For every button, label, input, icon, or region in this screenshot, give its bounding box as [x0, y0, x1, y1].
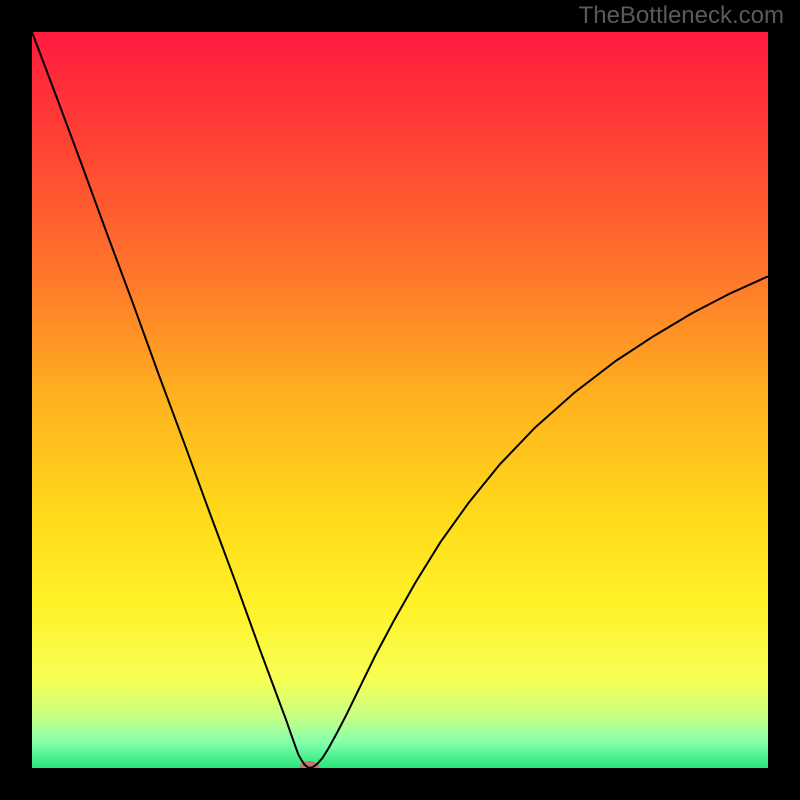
chart-frame: TheBottleneck.com — [0, 0, 800, 800]
attribution-watermark: TheBottleneck.com — [579, 2, 784, 30]
bottleneck-curve-chart — [32, 32, 768, 768]
chart-background — [32, 32, 768, 768]
plot-area — [32, 32, 768, 768]
